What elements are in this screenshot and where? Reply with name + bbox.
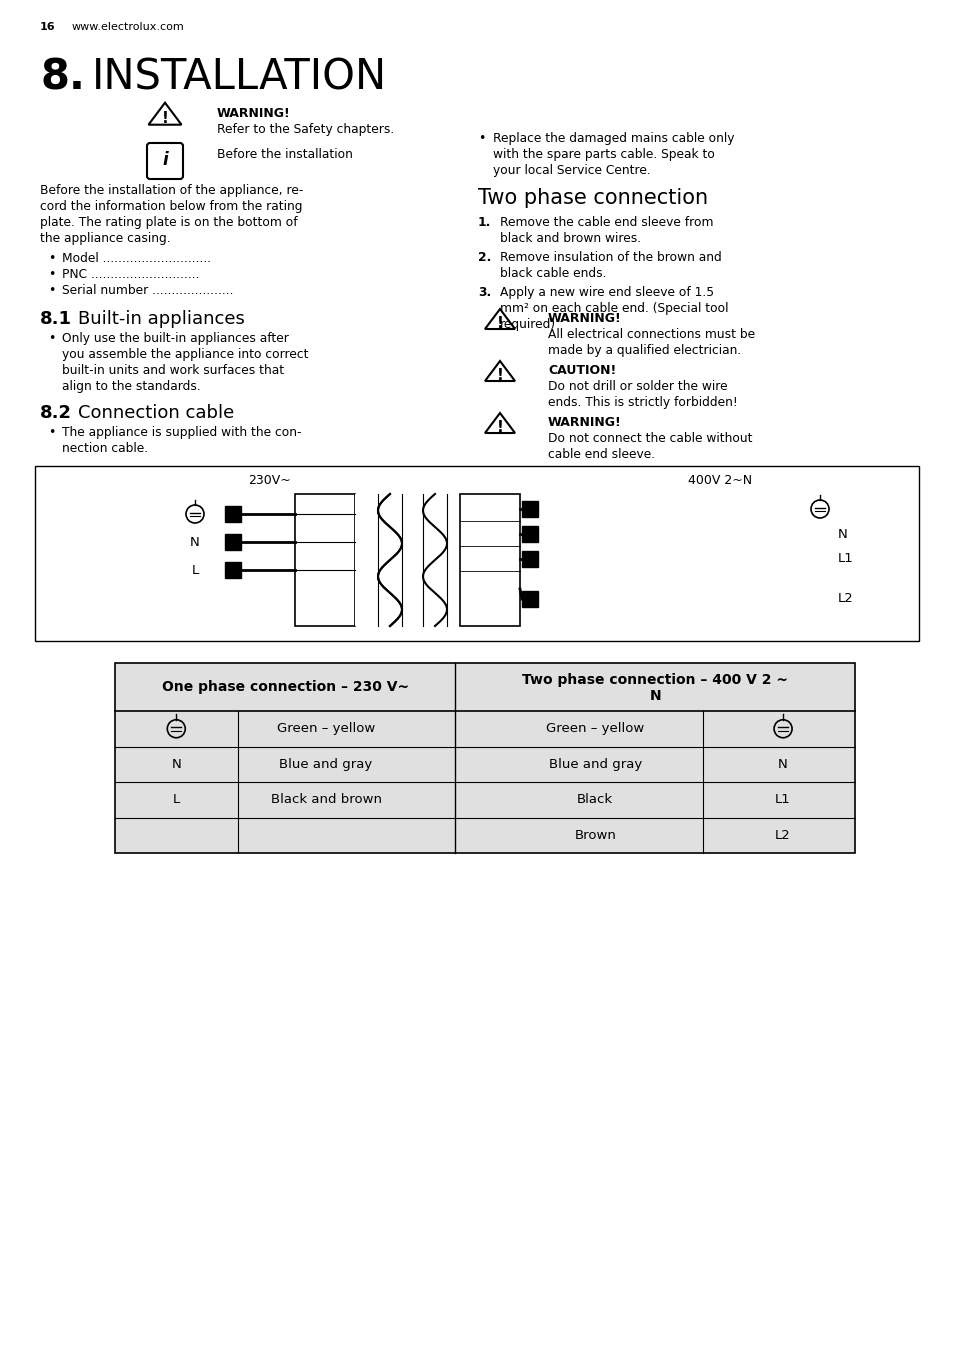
Bar — [225, 506, 241, 522]
Text: nection cable.: nection cable. — [62, 442, 148, 456]
Bar — [225, 562, 241, 579]
Text: black and brown wires.: black and brown wires. — [499, 233, 640, 245]
Text: you assemble the appliance into correct: you assemble the appliance into correct — [62, 347, 308, 361]
Text: Replace the damaged mains cable only: Replace the damaged mains cable only — [493, 132, 734, 145]
Text: your local Service Centre.: your local Service Centre. — [493, 164, 650, 177]
Text: 3.: 3. — [477, 287, 491, 299]
Text: L1: L1 — [837, 553, 853, 565]
Text: Connection cable: Connection cable — [78, 404, 234, 422]
Text: •: • — [48, 284, 55, 297]
Text: !: ! — [497, 368, 503, 383]
Text: WARNING!: WARNING! — [547, 312, 621, 324]
Bar — [459, 493, 519, 626]
Text: WARNING!: WARNING! — [216, 107, 291, 120]
Text: black cable ends.: black cable ends. — [499, 266, 606, 280]
Text: Only use the built-in appliances after: Only use the built-in appliances after — [62, 333, 289, 345]
Text: L2: L2 — [837, 592, 853, 606]
Text: Blue and gray: Blue and gray — [548, 757, 641, 771]
Text: Two phase connection – 400 V 2 ~: Two phase connection – 400 V 2 ~ — [521, 673, 787, 687]
Text: Do not drill or solder the wire: Do not drill or solder the wire — [547, 380, 727, 393]
Text: plate. The rating plate is on the bottom of: plate. The rating plate is on the bottom… — [40, 216, 297, 228]
Text: Before the installation: Before the installation — [216, 149, 353, 161]
Text: ends. This is strictly forbidden!: ends. This is strictly forbidden! — [547, 396, 737, 410]
Text: Two phase connection: Two phase connection — [477, 188, 707, 208]
Text: the appliance casing.: the appliance casing. — [40, 233, 171, 245]
Text: 16: 16 — [40, 22, 55, 32]
Text: •: • — [48, 268, 55, 281]
Text: Apply a new wire end sleeve of 1.5: Apply a new wire end sleeve of 1.5 — [499, 287, 714, 299]
Text: 2.: 2. — [477, 251, 491, 264]
Text: Refer to the Safety chapters.: Refer to the Safety chapters. — [216, 123, 394, 137]
Bar — [35, 466, 918, 641]
Text: !: ! — [497, 419, 503, 434]
Text: Brown: Brown — [574, 829, 616, 842]
Text: align to the standards.: align to the standards. — [62, 380, 200, 393]
Text: Black: Black — [577, 794, 613, 806]
Text: N: N — [837, 527, 847, 541]
Text: •: • — [48, 426, 55, 439]
Text: Serial number .....................: Serial number ..................... — [62, 284, 233, 297]
Text: N: N — [172, 757, 181, 771]
Text: Blue and gray: Blue and gray — [279, 757, 373, 771]
Text: L1: L1 — [775, 794, 790, 806]
Text: 1.: 1. — [477, 216, 491, 228]
Text: 8.1: 8.1 — [40, 310, 71, 329]
Text: One phase connection – 230 V~: One phase connection – 230 V~ — [161, 680, 408, 694]
Text: Do not connect the cable without: Do not connect the cable without — [547, 433, 752, 445]
Text: built-in units and work surfaces that: built-in units and work surfaces that — [62, 364, 284, 377]
Text: 8.: 8. — [40, 55, 85, 97]
Text: •: • — [48, 333, 55, 345]
Text: PNC ............................: PNC ............................ — [62, 268, 199, 281]
Text: Green – yellow: Green – yellow — [545, 722, 643, 735]
Text: Built-in appliances: Built-in appliances — [78, 310, 245, 329]
Text: CAUTION!: CAUTION! — [547, 364, 616, 377]
Text: cord the information below from the rating: cord the information below from the rati… — [40, 200, 302, 214]
Bar — [521, 526, 537, 542]
Text: 400V 2~N: 400V 2~N — [687, 475, 751, 487]
Bar — [294, 493, 355, 626]
Text: •: • — [48, 251, 55, 265]
Text: N: N — [778, 757, 787, 771]
Text: !: ! — [161, 111, 169, 126]
Text: 230V~: 230V~ — [249, 475, 291, 487]
Text: N: N — [649, 690, 660, 703]
Text: L2: L2 — [775, 829, 790, 842]
Text: mm² on each cable end. (Special tool: mm² on each cable end. (Special tool — [499, 301, 728, 315]
Text: Black and brown: Black and brown — [271, 794, 381, 806]
Text: Remove the cable end sleeve from: Remove the cable end sleeve from — [499, 216, 713, 228]
Bar — [225, 534, 241, 550]
Bar — [115, 662, 854, 853]
Text: !: ! — [497, 315, 503, 330]
Text: 8.2: 8.2 — [40, 404, 71, 422]
Text: Before the installation of the appliance, re-: Before the installation of the appliance… — [40, 184, 303, 197]
Text: The appliance is supplied with the con-: The appliance is supplied with the con- — [62, 426, 301, 439]
Text: L: L — [192, 564, 198, 576]
Text: made by a qualified electrician.: made by a qualified electrician. — [547, 343, 740, 357]
Text: All electrical connections must be: All electrical connections must be — [547, 329, 755, 341]
Text: required): required) — [499, 318, 556, 331]
Text: •: • — [477, 132, 485, 145]
Text: Green – yellow: Green – yellow — [276, 722, 375, 735]
Text: INSTALLATION: INSTALLATION — [91, 55, 387, 97]
Text: Remove insulation of the brown and: Remove insulation of the brown and — [499, 251, 721, 264]
Text: i: i — [162, 151, 168, 169]
Text: www.electrolux.com: www.electrolux.com — [71, 22, 185, 32]
Bar — [521, 502, 537, 516]
Bar — [355, 493, 377, 626]
Bar — [521, 591, 537, 607]
Text: N: N — [190, 535, 200, 549]
Bar — [521, 552, 537, 566]
Text: Model ............................: Model ............................ — [62, 251, 211, 265]
Text: WARNING!: WARNING! — [547, 416, 621, 429]
Text: with the spare parts cable. Speak to: with the spare parts cable. Speak to — [493, 147, 714, 161]
Text: L: L — [172, 794, 180, 806]
Text: cable end sleeve.: cable end sleeve. — [547, 448, 655, 461]
